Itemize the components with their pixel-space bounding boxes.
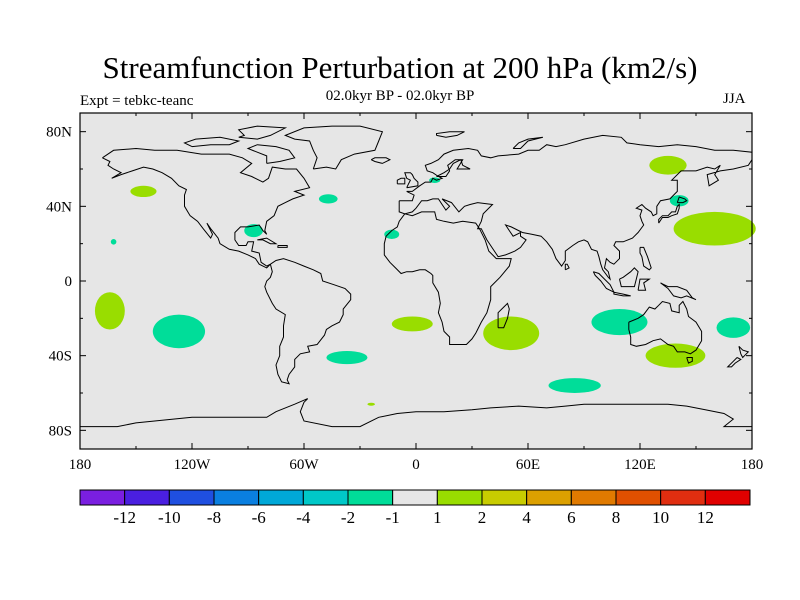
colorbar-label: 1 xyxy=(433,508,442,527)
anomaly-patch xyxy=(152,314,206,349)
colorbar-swatch xyxy=(124,489,170,506)
colorbar-label: -2 xyxy=(341,508,355,527)
anomaly-patch xyxy=(483,316,540,351)
colorbar-label: 12 xyxy=(697,508,714,527)
coastline xyxy=(660,282,697,301)
coastline xyxy=(564,263,570,271)
coastline xyxy=(398,134,753,281)
lat-tick-label: 80S xyxy=(49,423,72,439)
anomaly-patch xyxy=(367,402,375,406)
anomaly-patch xyxy=(591,309,648,336)
coastlines xyxy=(80,125,753,428)
colorbar-label: 4 xyxy=(522,508,531,527)
coastline xyxy=(512,136,544,149)
colorbar-swatch xyxy=(704,489,751,506)
experiment-label: Expt = tebkc-teanc xyxy=(80,93,194,109)
coastline xyxy=(102,147,311,269)
anomaly-patch xyxy=(318,194,338,204)
lat-tick-label: 40S xyxy=(49,349,72,365)
anomaly-patch xyxy=(429,177,441,183)
coastline xyxy=(264,258,352,385)
coastline xyxy=(283,125,384,170)
anomaly-patch xyxy=(94,292,125,330)
lat-tick-label: 40N xyxy=(46,199,72,215)
colorbar-label: -12 xyxy=(113,508,136,527)
lat-tick-label: 0 xyxy=(65,274,73,290)
anomaly-patch xyxy=(716,317,751,338)
anomaly-patch xyxy=(130,185,157,197)
colorbar-swatch xyxy=(347,489,394,506)
coastline xyxy=(619,267,639,288)
anomaly-patch xyxy=(669,195,689,207)
colorbar-swatch xyxy=(481,489,528,506)
map-plot xyxy=(80,113,756,449)
colorbar-swatch xyxy=(302,489,349,506)
colorbar-swatch xyxy=(392,489,438,506)
lon-tick-label: 60E xyxy=(516,457,540,473)
anomaly-patch xyxy=(384,229,400,239)
colorbar-label: 2 xyxy=(478,508,487,527)
coastline xyxy=(396,177,406,185)
coastline xyxy=(726,357,742,368)
colorbar: -12 -10 -8 -6 -4 -2 -1 1 2 4 6 8 10 12 xyxy=(79,489,751,527)
anomaly-patch xyxy=(391,316,433,332)
coastline xyxy=(257,237,278,245)
plot-title: Streamfunction Perturbation at 200 hPa (… xyxy=(102,50,698,85)
colorbar-swatch xyxy=(168,489,215,506)
coastline xyxy=(676,196,688,204)
coastline xyxy=(404,172,419,189)
coastline xyxy=(246,144,296,164)
season-label: JJA xyxy=(723,91,746,107)
colorbar-label: -10 xyxy=(158,508,181,527)
colorbar-label: -1 xyxy=(386,508,400,527)
colorbar-label: -4 xyxy=(296,508,311,527)
lon-tick-label: 180 xyxy=(69,457,92,473)
colorbar-swatch xyxy=(213,489,260,506)
coastline xyxy=(436,131,465,138)
coastline xyxy=(686,357,693,364)
coastline xyxy=(628,300,703,355)
anomaly-patch xyxy=(244,224,263,238)
anomaly-patch xyxy=(110,239,117,245)
coastline xyxy=(613,291,631,297)
lon-tick-label: 60W xyxy=(289,457,319,473)
lon-tick-label: 0 xyxy=(412,457,420,473)
coastline xyxy=(237,125,288,140)
anomaly-patch xyxy=(326,351,368,365)
coastline xyxy=(658,203,680,224)
colorbar-swatch xyxy=(615,489,662,506)
lon-tick-label: 120E xyxy=(624,457,656,473)
coastline xyxy=(80,398,752,428)
anomaly-patch xyxy=(645,343,706,368)
lon-tick-label: 180 xyxy=(741,457,764,473)
lon-tick-label: 120W xyxy=(174,457,212,473)
colorbar-swatch xyxy=(436,489,483,506)
colorbar-swatch xyxy=(570,489,617,506)
coastline xyxy=(497,302,510,329)
colorbar-label: -6 xyxy=(252,508,266,527)
anomaly-patch xyxy=(673,211,756,246)
colorbar-label: 10 xyxy=(652,508,669,527)
colorbar-label: 8 xyxy=(612,508,621,527)
coastline xyxy=(183,136,241,148)
coastline xyxy=(639,246,652,271)
colorbar-swatch xyxy=(79,489,126,506)
colorbar-label: 6 xyxy=(567,508,576,527)
colorbar-swatch xyxy=(258,489,304,506)
colorbar-label: -8 xyxy=(207,508,221,527)
coastline xyxy=(383,211,512,345)
lat-tick-label: 80N xyxy=(46,125,72,141)
coastline xyxy=(436,158,471,177)
coastline xyxy=(738,345,750,359)
colorbar-swatch xyxy=(660,489,706,506)
coastline xyxy=(277,245,288,248)
anomaly-patch xyxy=(649,155,687,175)
anomaly-patch xyxy=(548,378,601,393)
map-axes: 180 120W 60W 0 60E 120E 180 80N 40N 0 40S 80S xyxy=(46,112,764,473)
plot-subtitle: 02.0kyr BP - 02.0kyr BP xyxy=(325,88,475,104)
coastline xyxy=(370,157,392,164)
coastline xyxy=(637,278,651,291)
colorbar-swatch xyxy=(526,489,572,506)
